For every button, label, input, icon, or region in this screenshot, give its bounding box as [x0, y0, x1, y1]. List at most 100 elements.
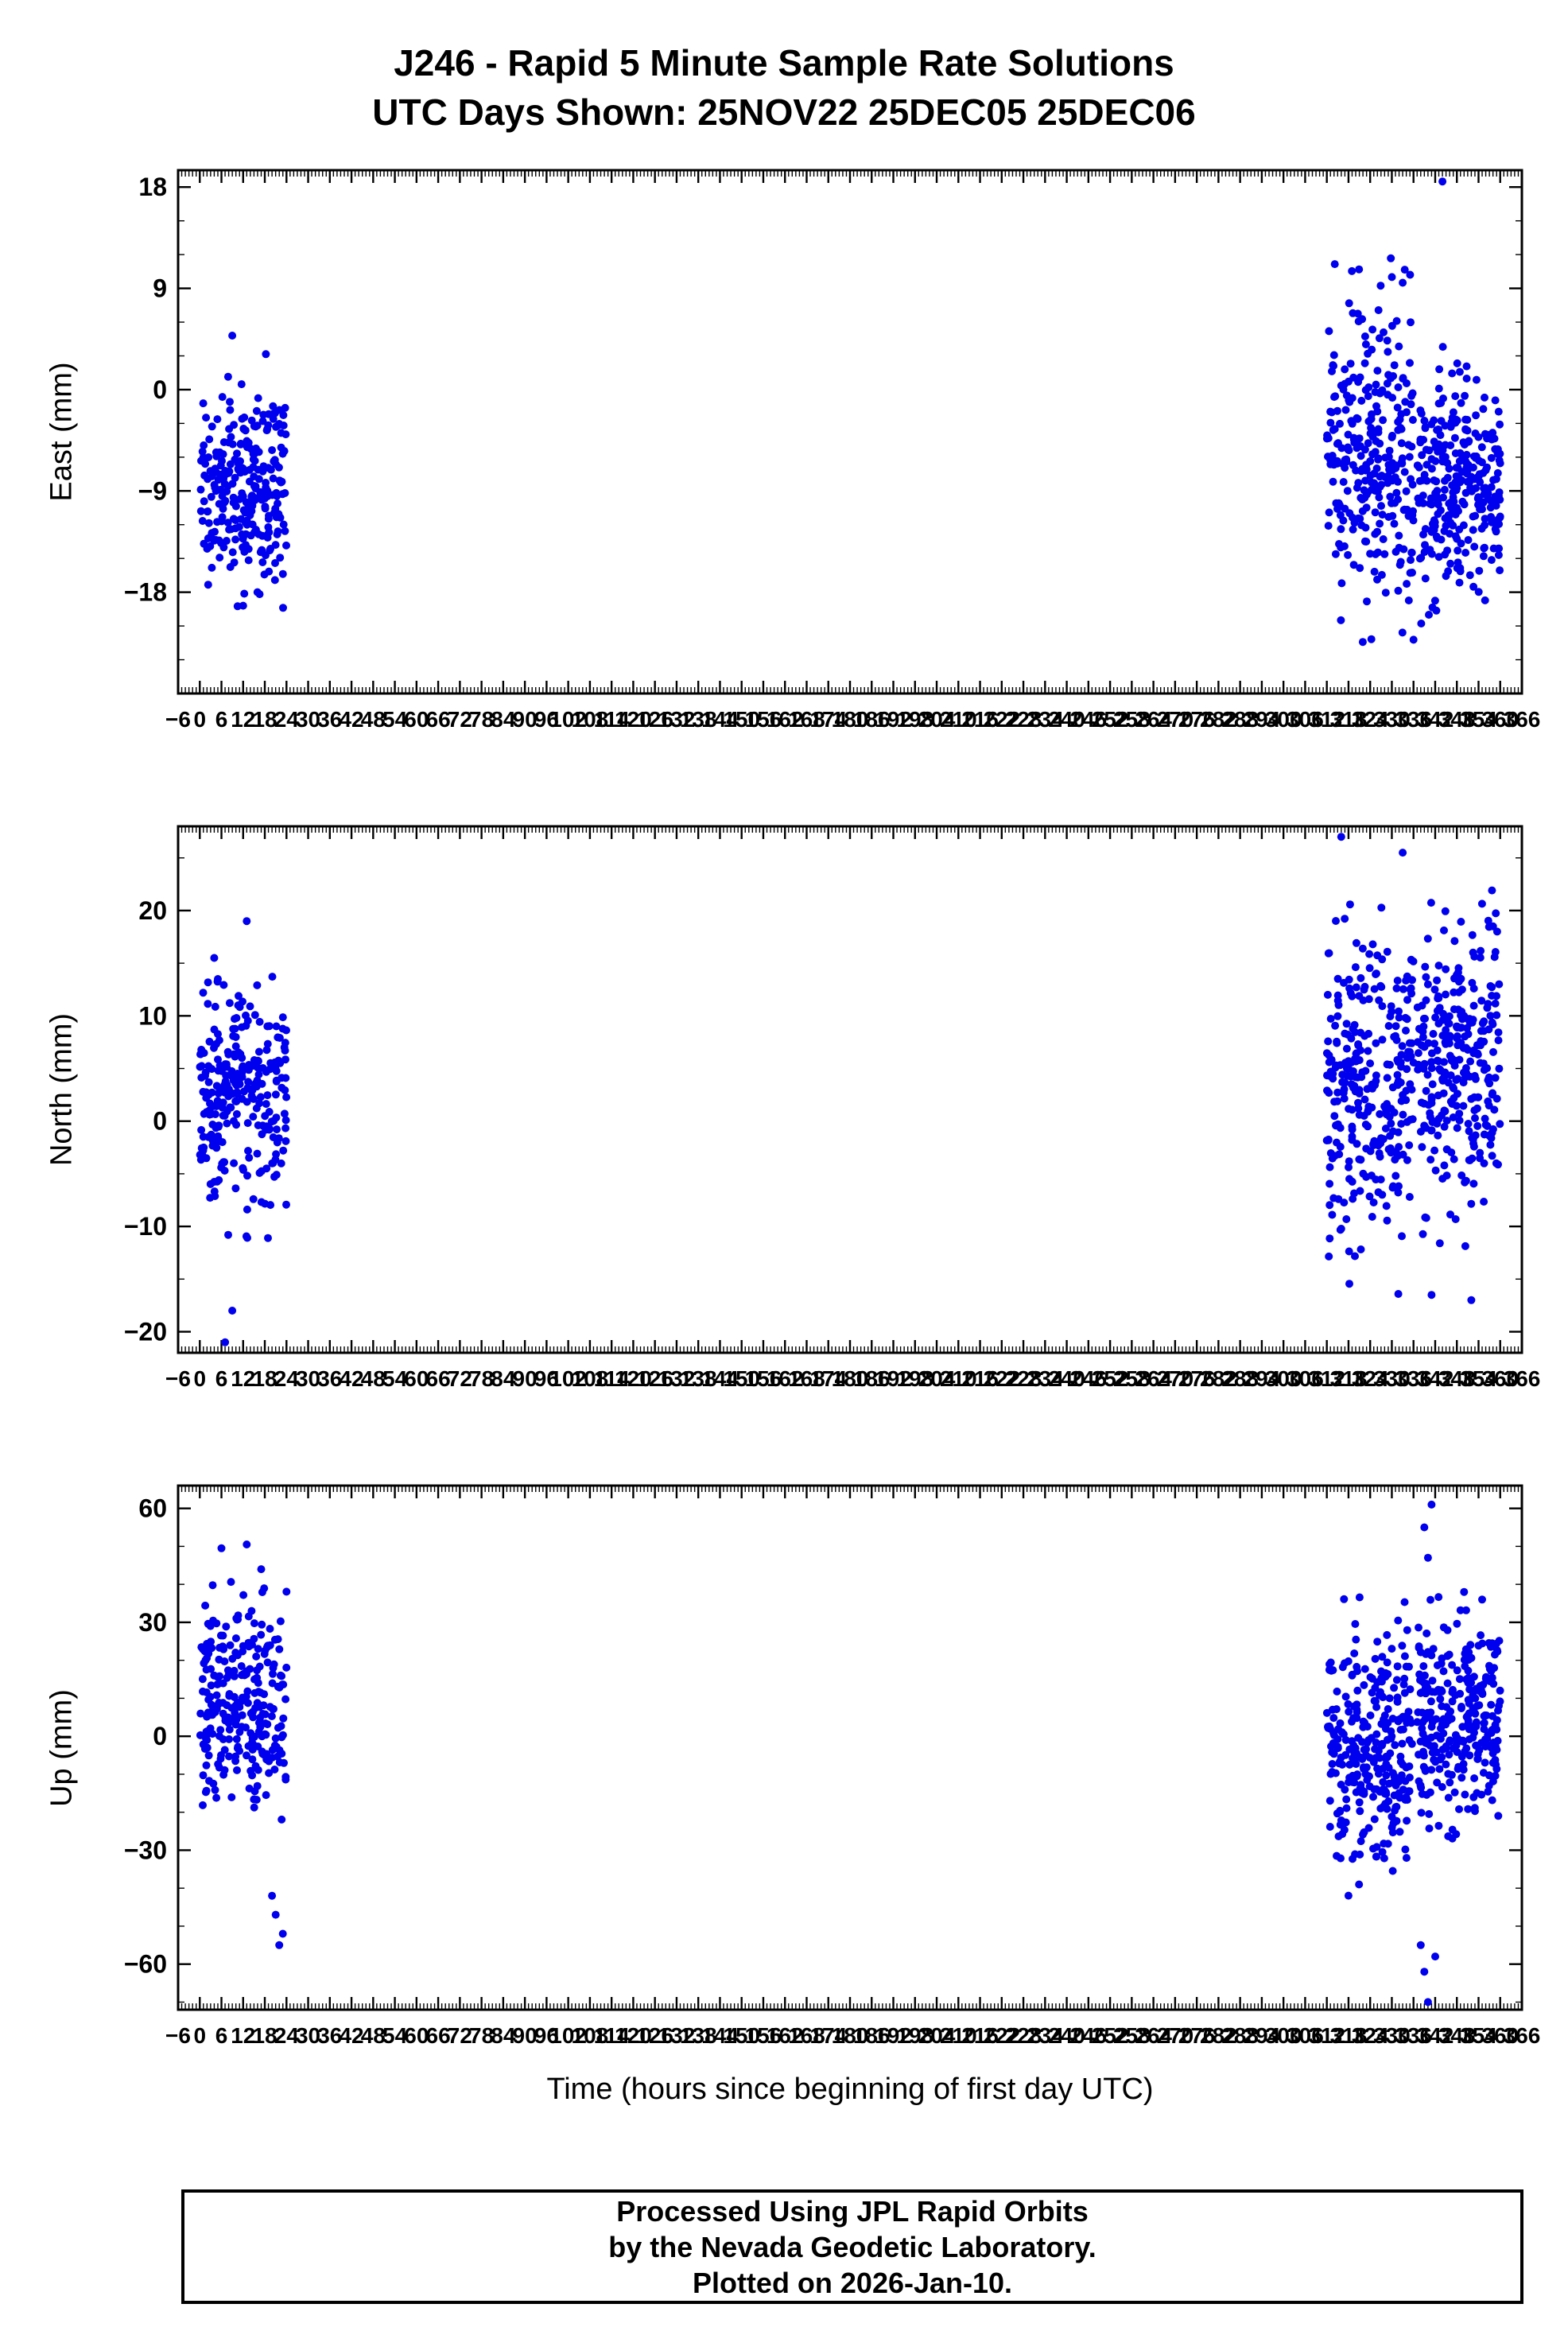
svg-text:114: 114 — [594, 707, 631, 732]
svg-text:30: 30 — [296, 1366, 320, 1391]
svg-text:246: 246 — [1069, 1366, 1107, 1391]
svg-text:264: 264 — [1135, 2023, 1172, 2048]
svg-text:276: 276 — [1178, 707, 1216, 732]
svg-text:204: 204 — [918, 707, 956, 732]
svg-text:−60: −60 — [124, 1950, 167, 1979]
svg-text:354: 354 — [1460, 707, 1497, 732]
svg-text:42: 42 — [339, 1366, 363, 1391]
svg-text:234: 234 — [1027, 707, 1064, 732]
svg-text:90: 90 — [513, 1366, 538, 1391]
svg-text:102: 102 — [549, 1366, 587, 1391]
svg-text:198: 198 — [896, 2023, 933, 2048]
svg-text:84: 84 — [491, 2023, 516, 2048]
svg-text:354: 354 — [1460, 2023, 1497, 2048]
svg-text:54: 54 — [382, 707, 408, 732]
svg-text:276: 276 — [1178, 1366, 1216, 1391]
y-tick-labels: −20 −10 0 10 20 — [124, 896, 167, 1346]
svg-text:132: 132 — [658, 1366, 696, 1391]
y-tick-labels: −60 −30 0 30 60 — [124, 1494, 167, 1979]
svg-text:132: 132 — [658, 707, 696, 732]
svg-text:198: 198 — [896, 707, 933, 732]
panel-north: −6 0 6 121824303642485460667278849096102108… — [124, 825, 1540, 1391]
svg-text:252: 252 — [1092, 2023, 1129, 2048]
x-tick-labels: −6 0 6 121824303642485460667278849096102108… — [165, 1366, 1540, 1391]
svg-text:0: 0 — [153, 1722, 167, 1750]
svg-text:210: 210 — [940, 2023, 977, 2048]
svg-text:192: 192 — [875, 1366, 912, 1391]
svg-text:186: 186 — [853, 707, 891, 732]
svg-text:360: 360 — [1481, 1366, 1519, 1391]
svg-text:72: 72 — [448, 1366, 472, 1391]
svg-text:138: 138 — [680, 707, 717, 732]
svg-text:−6: −6 — [165, 2023, 191, 2048]
svg-text:120: 120 — [615, 2023, 652, 2048]
svg-text:258: 258 — [1113, 1366, 1151, 1391]
svg-text:60: 60 — [138, 1494, 167, 1523]
svg-text:144: 144 — [701, 1366, 739, 1391]
svg-text:264: 264 — [1135, 1366, 1172, 1391]
svg-text:234: 234 — [1027, 1366, 1064, 1391]
svg-text:66: 66 — [426, 707, 451, 732]
svg-text:0: 0 — [193, 707, 206, 732]
svg-text:30: 30 — [296, 707, 320, 732]
chart-title-line2: UTC Days Shown: 25NOV22 25DEC05 25DEC06 — [372, 91, 1196, 133]
svg-text:336: 336 — [1395, 707, 1432, 732]
svg-text:294: 294 — [1244, 2023, 1281, 2048]
svg-text:6: 6 — [215, 707, 228, 732]
svg-text:210: 210 — [940, 707, 977, 732]
scatter-series-north — [196, 833, 1504, 1346]
svg-text:192: 192 — [875, 707, 912, 732]
panel-up: −6 0 6 121824303642485460667278849096102108… — [124, 1484, 1540, 2048]
svg-text:330: 330 — [1373, 1366, 1411, 1391]
svg-text:282: 282 — [1200, 2023, 1237, 2048]
svg-text:264: 264 — [1135, 707, 1172, 732]
svg-text:−6: −6 — [165, 707, 191, 732]
svg-text:336: 336 — [1395, 1366, 1432, 1391]
svg-text:0: 0 — [193, 1366, 206, 1391]
svg-text:306: 306 — [1287, 2023, 1324, 2048]
svg-text:366: 366 — [1504, 1366, 1541, 1391]
svg-text:0: 0 — [153, 375, 167, 404]
svg-text:210: 210 — [940, 1366, 977, 1391]
svg-text:258: 258 — [1113, 707, 1151, 732]
svg-text:84: 84 — [491, 707, 516, 732]
svg-text:180: 180 — [832, 707, 869, 732]
svg-text:174: 174 — [809, 2023, 847, 2048]
svg-text:144: 144 — [701, 707, 739, 732]
x-axis-title: Time (hours since beginning of first day… — [546, 2073, 1154, 2106]
svg-text:66: 66 — [426, 2023, 451, 2048]
svg-text:270: 270 — [1157, 2023, 1194, 2048]
svg-text:18: 18 — [252, 2023, 277, 2048]
svg-text:180: 180 — [832, 1366, 869, 1391]
plot-frame — [177, 169, 1523, 695]
svg-text:18: 18 — [252, 1366, 277, 1391]
x-tick-labels: −6 0 6 121824303642485460667278849096102108… — [165, 707, 1540, 732]
svg-text:198: 198 — [896, 1366, 933, 1391]
svg-text:174: 174 — [809, 1366, 847, 1391]
svg-text:126: 126 — [636, 2023, 673, 2048]
svg-text:270: 270 — [1157, 707, 1194, 732]
svg-text:150: 150 — [723, 2023, 760, 2048]
svg-text:216: 216 — [961, 2023, 999, 2048]
footer-line2: by the Nevada Geodetic Laboratory. — [608, 2230, 1096, 2263]
svg-text:240: 240 — [1048, 1366, 1085, 1391]
svg-text:204: 204 — [918, 1366, 956, 1391]
plot-frame — [177, 825, 1523, 1354]
svg-text:48: 48 — [361, 2023, 386, 2048]
svg-text:216: 216 — [961, 1366, 999, 1391]
svg-text:12: 12 — [231, 2023, 255, 2048]
svg-text:162: 162 — [767, 1366, 804, 1391]
svg-text:9: 9 — [153, 274, 167, 303]
svg-text:360: 360 — [1481, 2023, 1519, 2048]
svg-text:138: 138 — [680, 1366, 717, 1391]
svg-text:144: 144 — [701, 2023, 739, 2048]
svg-text:60: 60 — [404, 707, 429, 732]
svg-text:306: 306 — [1287, 707, 1324, 732]
svg-text:270: 270 — [1157, 1366, 1194, 1391]
svg-text:216: 216 — [961, 707, 999, 732]
svg-text:18: 18 — [252, 707, 277, 732]
svg-text:24: 24 — [274, 1366, 300, 1391]
svg-text:72: 72 — [448, 707, 472, 732]
